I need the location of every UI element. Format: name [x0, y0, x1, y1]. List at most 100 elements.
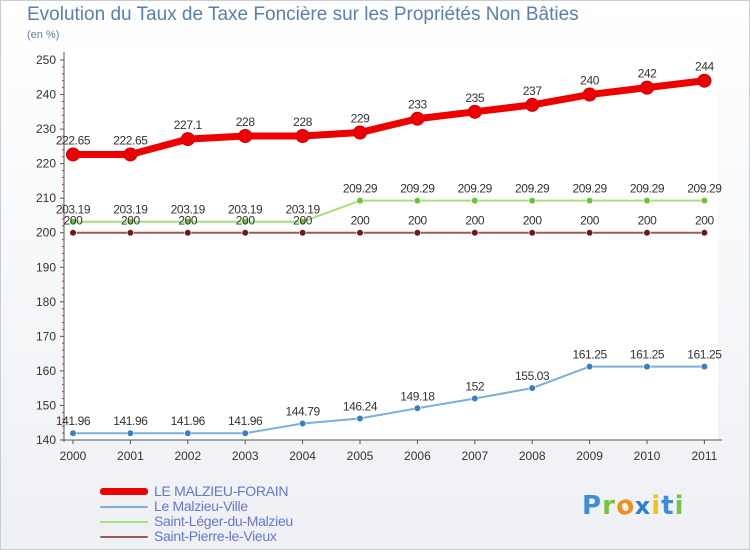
- legend-label: Le Malzieu-Ville: [154, 498, 248, 514]
- data-point: [180, 132, 195, 147]
- data-point: [123, 147, 138, 162]
- y-tick-label: 210: [36, 191, 56, 205]
- data-label: 237: [523, 84, 543, 98]
- data-label: 200: [408, 214, 428, 228]
- x-tick-label: 2006: [404, 449, 431, 463]
- data-label: 161.25: [572, 348, 607, 362]
- data-point: [353, 125, 367, 140]
- x-tick-label: 2011: [691, 449, 717, 463]
- x-tick-label: 2004: [289, 449, 316, 463]
- data-label: 155.03: [515, 369, 550, 383]
- logo-letter: r: [602, 491, 616, 521]
- y-tick-label: 150: [36, 398, 56, 412]
- data-label: 209.29: [515, 182, 550, 196]
- data-label: 200: [351, 214, 371, 228]
- data-point: [525, 97, 540, 112]
- data-label: 233: [408, 98, 428, 112]
- x-tick-label: 2005: [347, 449, 374, 463]
- data-label: 149.18: [400, 389, 435, 403]
- y-axis-unit: (en %): [27, 29, 60, 41]
- chart-title: Evolution du Taux de Taxe Foncière sur l…: [27, 4, 579, 25]
- data-point: [66, 147, 80, 162]
- legend-item: LE MALZIEU-FORAIN: [100, 484, 293, 499]
- data-point: [643, 229, 651, 237]
- data-label: 200: [236, 214, 256, 228]
- data-point: [528, 197, 536, 205]
- data-label: 203.19: [228, 203, 263, 217]
- data-point: [69, 229, 77, 237]
- x-tick-label: 2007: [461, 449, 488, 463]
- legend-swatch: [100, 535, 148, 538]
- y-tick-label: 180: [36, 295, 56, 309]
- y-tick-label: 230: [36, 122, 56, 136]
- data-point: [356, 414, 364, 423]
- data-label: 200: [64, 214, 84, 228]
- data-point: [471, 197, 479, 205]
- y-tick-label: 160: [36, 364, 56, 378]
- data-label: 141.96: [113, 414, 148, 428]
- proxiti-logo: Proxiti: [582, 489, 685, 524]
- data-point: [582, 87, 597, 102]
- legend: LE MALZIEU-FORAIN Le Malzieu-Ville Saint-L…: [100, 484, 293, 544]
- data-point: [69, 429, 77, 437]
- data-label: 161.25: [687, 348, 722, 362]
- legend-label: Saint-Léger-du-Malzieu: [154, 513, 293, 529]
- data-label: 200: [293, 214, 313, 228]
- data-label: 228: [236, 115, 256, 129]
- data-label: 200: [465, 214, 485, 228]
- x-tick-label: 2001: [117, 449, 144, 463]
- data-point: [69, 218, 77, 226]
- x-tick-label: 2009: [576, 449, 603, 463]
- y-tick-label: 220: [36, 157, 56, 171]
- data-label: 152: [465, 380, 485, 394]
- data-point: [528, 384, 536, 392]
- x-tick-label: 2008: [519, 449, 546, 463]
- data-point: [700, 362, 709, 371]
- legend-item: Saint-Léger-du-Malzieu: [100, 514, 293, 529]
- data-label: 200: [638, 214, 658, 228]
- data-label: 200: [121, 214, 141, 228]
- series-line: [69, 77, 708, 158]
- y-tick-label: 240: [36, 88, 56, 102]
- data-point: [184, 229, 192, 237]
- legend-item: Saint-Pierre-le-Vieux: [100, 529, 293, 544]
- data-point: [697, 73, 712, 88]
- data-label: 146.24: [343, 399, 378, 413]
- data-label: 242: [638, 67, 658, 81]
- data-label: 209.29: [458, 182, 493, 196]
- data-point: [241, 229, 249, 237]
- data-point: [299, 229, 307, 237]
- data-label: 209.29: [687, 182, 722, 196]
- data-point: [126, 218, 134, 226]
- logo-letter: i: [674, 491, 685, 521]
- data-label: 244: [695, 60, 715, 74]
- data-label: 144.79: [285, 404, 320, 418]
- y-tick-label: 170: [36, 329, 56, 343]
- data-label: 240: [580, 74, 600, 88]
- data-label: 141.96: [56, 414, 91, 428]
- data-point: [528, 229, 536, 237]
- x-tick-label: 2002: [174, 449, 201, 463]
- data-point: [238, 129, 253, 143]
- data-point: [643, 197, 651, 205]
- x-tick-label: 2010: [634, 449, 661, 463]
- legend-label: LE MALZIEU-FORAIN: [154, 483, 289, 499]
- data-point: [413, 404, 422, 412]
- data-point: [643, 362, 651, 371]
- data-label: 209.29: [630, 182, 665, 196]
- data-point: [413, 197, 422, 205]
- legend-label: Saint-Pierre-le-Vieux: [154, 528, 277, 544]
- data-label: 227.1: [174, 118, 203, 132]
- legend-swatch: [100, 488, 148, 495]
- data-point: [640, 80, 654, 95]
- series-line: [72, 199, 706, 223]
- data-point: [413, 229, 422, 237]
- plot-area: [64, 52, 718, 440]
- data-point: [299, 218, 307, 226]
- y-tick-label: 200: [36, 226, 56, 240]
- data-label: 141.96: [228, 414, 263, 428]
- x-tick-label: 2003: [232, 449, 259, 463]
- data-point: [356, 229, 364, 237]
- logo-letter: x: [634, 492, 652, 520]
